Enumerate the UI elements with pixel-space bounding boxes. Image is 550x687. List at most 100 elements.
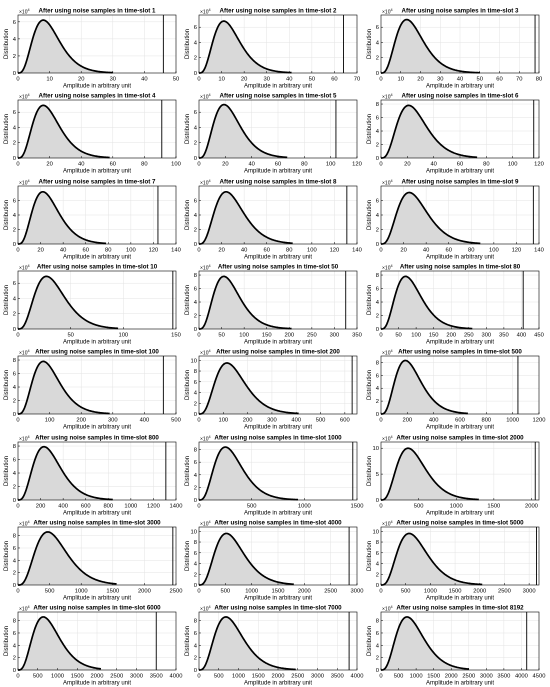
x-tick-label: 1500 bbox=[106, 589, 119, 595]
subplot-3000: 0 500 1000 1500 2000 2500 0 2 4 6 8×104 After using… bbox=[4, 520, 182, 602]
axes-box bbox=[17, 355, 177, 415]
y-tick-label: 0 bbox=[376, 71, 379, 77]
y-axis-label: Distribution bbox=[4, 541, 10, 571]
x-tick-label: 1000 bbox=[51, 674, 64, 680]
axes-box bbox=[17, 14, 177, 74]
y-tick-label: 6 bbox=[376, 631, 379, 637]
y-multiplier: ×104 bbox=[19, 93, 30, 101]
distribution-curve bbox=[18, 445, 113, 501]
y-tick-label: 0 bbox=[13, 156, 16, 162]
distribution-area bbox=[18, 105, 110, 158]
x-tick-label: 150 bbox=[171, 333, 181, 339]
x-axis-label: Amplitude in arbitrary unit bbox=[63, 169, 131, 175]
y-multiplier: ×104 bbox=[382, 605, 393, 613]
x-tick-label: 800 bbox=[481, 418, 491, 424]
subplot-title: After using noise samples in time-slot 8… bbox=[400, 264, 521, 271]
x-tick-label: 0 bbox=[379, 589, 382, 595]
y-tick-label: 4 bbox=[194, 40, 198, 46]
x-tick-label: 50 bbox=[173, 77, 179, 83]
x-tick-label: 4500 bbox=[533, 674, 546, 680]
x-tick-label: 3000 bbox=[311, 674, 324, 680]
y-tick-label: 2 bbox=[376, 656, 379, 662]
x-tick-label: 1000 bbox=[124, 504, 137, 510]
x-tick-label: 2000 bbox=[272, 674, 285, 680]
x-tick-label: 100 bbox=[118, 333, 128, 339]
x-tick-label: 3000 bbox=[480, 674, 493, 680]
y-multiplier: ×104 bbox=[200, 605, 211, 613]
x-tick-label: 1500 bbox=[351, 504, 364, 510]
subplot-title: After using noise samples in time-slot 1… bbox=[35, 349, 159, 356]
x-tick-label: 1500 bbox=[427, 674, 440, 680]
x-tick-label: 60 bbox=[496, 77, 502, 83]
x-axis-label: Amplitude in arbitrary unit bbox=[63, 425, 131, 431]
x-tick-label: 80 bbox=[141, 162, 147, 168]
y-tick-label: 0 bbox=[194, 327, 197, 333]
x-tick-label: 1000 bbox=[424, 589, 437, 595]
distribution-curve bbox=[381, 532, 483, 586]
subplot-title: After using noise samples in time-slot 1… bbox=[37, 264, 158, 271]
x-tick-label: 0 bbox=[197, 504, 200, 510]
subplot-title: After using noise samples in time-slot 5… bbox=[396, 520, 524, 527]
x-tick-label: 60 bbox=[457, 162, 463, 168]
y-tick-label: 4 bbox=[13, 385, 17, 391]
distribution-area bbox=[381, 276, 473, 329]
distribution-area bbox=[199, 447, 299, 500]
y-tick-label: 2 bbox=[13, 54, 16, 60]
y-tick-label: 10 bbox=[373, 446, 379, 452]
y-tick-label: 6 bbox=[376, 116, 379, 122]
y-tick-label: 2 bbox=[194, 141, 197, 147]
y-tick-label: 6 bbox=[376, 199, 379, 205]
x-tick-label: 500 bbox=[414, 504, 424, 510]
x-tick-label: 50 bbox=[67, 333, 73, 339]
y-multiplier: ×104 bbox=[19, 8, 30, 16]
x-tick-label: 100 bbox=[171, 162, 181, 168]
x-tick-label: 2000 bbox=[91, 674, 104, 680]
x-tick-label: 3500 bbox=[497, 674, 510, 680]
x-tick-label: 0 bbox=[197, 248, 200, 254]
x-tick-label: 200 bbox=[36, 504, 46, 510]
distribution-curve bbox=[199, 362, 299, 415]
y-tick-label: 2 bbox=[13, 656, 16, 662]
y-axis-label: Distribution bbox=[4, 285, 10, 315]
subplot-title: After using noise samples in time-slot 3… bbox=[33, 520, 161, 527]
x-tick-label: 100 bbox=[326, 162, 336, 168]
x-tick-label: 0 bbox=[379, 333, 382, 339]
subplot-2000: 0 500 1000 1500 2000 0 5 10×104 After using nois… bbox=[367, 435, 540, 517]
x-tick-label: 100 bbox=[126, 248, 136, 254]
y-tick-label: 2 bbox=[194, 485, 197, 491]
x-tick-label: 2500 bbox=[498, 589, 511, 595]
y-tick-label: 2 bbox=[376, 572, 379, 578]
x-tick-label: 2500 bbox=[110, 674, 123, 680]
y-tick-label: 4 bbox=[13, 643, 17, 649]
x-tick-label: 1500 bbox=[449, 589, 462, 595]
distribution-curve bbox=[381, 447, 479, 501]
y-tick-label: 8 bbox=[376, 273, 379, 279]
subplot-title: After using noise samples in time-slot 5 bbox=[220, 93, 337, 100]
x-axis-label: Amplitude in arbitrary unit bbox=[63, 511, 131, 517]
subplot-title: After using noise samples in time-slot 8… bbox=[35, 435, 159, 442]
distribution-area bbox=[18, 616, 101, 670]
subplot-80: 0 50 100 150 200 250 300 350 400 450 0 2 4 6 8×104 Afte… bbox=[367, 264, 544, 346]
y-tick-label: 8 bbox=[194, 369, 197, 375]
x-tick-label: 1500 bbox=[71, 674, 84, 680]
y-tick-label: 4 bbox=[376, 213, 380, 219]
subplot-100: 0 100 200 300 400 500 0 2 4 6 8×104 After using noi… bbox=[4, 349, 181, 431]
y-tick-label: 4 bbox=[376, 40, 380, 46]
x-tick-label: 600 bbox=[340, 418, 350, 424]
x-tick-label: 120 bbox=[512, 248, 522, 254]
distribution-area bbox=[199, 362, 299, 414]
x-tick-label: 10 bbox=[46, 77, 52, 83]
x-tick-label: 60 bbox=[445, 248, 451, 254]
x-tick-label: 20 bbox=[46, 162, 52, 168]
x-tick-label: 0 bbox=[197, 674, 200, 680]
y-tick-label: 4 bbox=[194, 300, 198, 306]
x-tick-label: 100 bbox=[508, 162, 518, 168]
distribution-area bbox=[381, 448, 479, 500]
y-multiplier: ×104 bbox=[200, 435, 211, 443]
y-axis-label: Distribution bbox=[367, 370, 373, 400]
x-tick-label: 400 bbox=[291, 418, 301, 424]
x-tick-label: 500 bbox=[45, 589, 55, 595]
y-tick-label: 0 bbox=[13, 242, 16, 248]
x-axis-label: Amplitude in arbitrary unit bbox=[426, 511, 494, 517]
y-axis-label: Distribution bbox=[4, 626, 10, 656]
